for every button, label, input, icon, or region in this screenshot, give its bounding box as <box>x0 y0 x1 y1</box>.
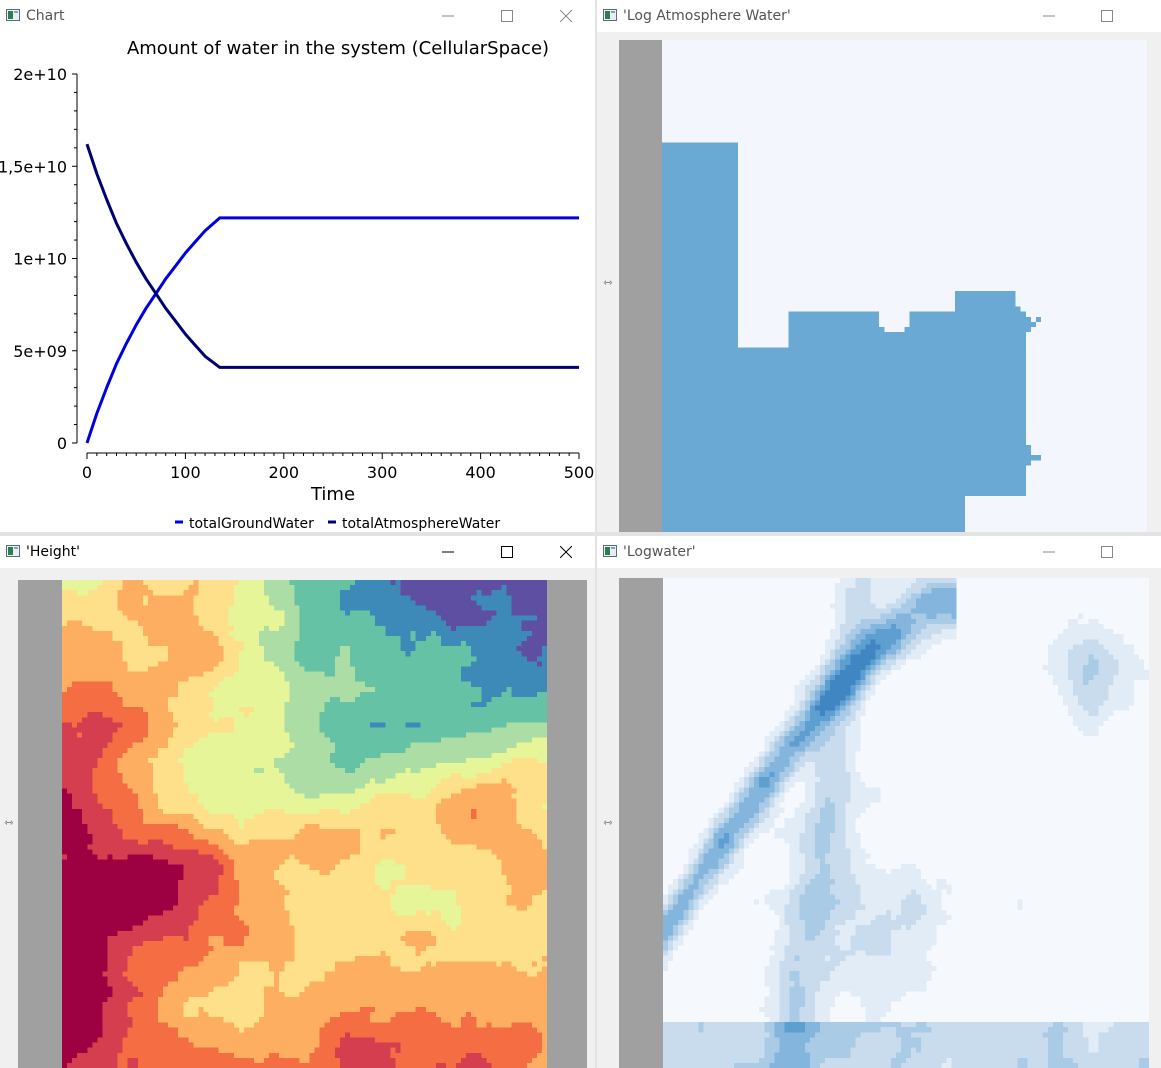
series-line-totalAtmosphereWater <box>85 143 579 369</box>
window-title: Chart <box>26 8 65 24</box>
x-tick-label: 0 <box>82 463 92 482</box>
maximize-button[interactable] <box>484 0 530 32</box>
splitter-handle-icon[interactable]: ⇿ <box>603 816 613 829</box>
minimize-icon <box>1043 15 1055 17</box>
maximize-button[interactable] <box>484 536 530 568</box>
map-view: ⇿ <box>0 568 595 1068</box>
y-tick-label: 2e+10 <box>13 65 67 84</box>
window-title: 'Logwater' <box>623 544 696 560</box>
logwater-titlebar[interactable]: 'Logwater' <box>597 536 1161 568</box>
logwater-window: 'Logwater' ⇿ <box>597 536 1161 1068</box>
close-button[interactable] <box>543 536 589 568</box>
minimize-button[interactable] <box>1026 0 1072 32</box>
minimize-button[interactable] <box>425 536 471 568</box>
minimize-button[interactable] <box>1026 536 1072 568</box>
maximize-button[interactable] <box>1084 536 1130 568</box>
x-tick-label: 100 <box>170 463 201 482</box>
maximize-button[interactable] <box>1084 0 1130 32</box>
window-app-icon <box>6 545 20 557</box>
map-gray-border <box>18 580 62 1068</box>
map-gray-border <box>547 580 587 1068</box>
splitter-handle-icon[interactable]: ⇿ <box>4 816 14 829</box>
log-atmosphere-window: 'Log Atmosphere Water' ⇿ <box>597 0 1161 532</box>
map-gray-border <box>1147 40 1161 532</box>
legend-label: totalAtmosphereWater <box>342 516 500 532</box>
maximize-icon <box>501 10 513 22</box>
log-atmosphere-titlebar[interactable]: 'Log Atmosphere Water' <box>597 0 1161 32</box>
series-line-totalGroundWater <box>85 216 579 444</box>
chart-title: Amount of water in the system (CellularS… <box>127 38 549 59</box>
chart-window: Chart Amount of water in the system (Cel… <box>0 0 595 532</box>
map-gray-border <box>619 578 663 1068</box>
map-view: ⇿ <box>597 568 1161 1068</box>
height-window: 'Height' ⇿ <box>0 536 595 1068</box>
maximize-icon <box>1101 10 1113 22</box>
log-atmosphere-map <box>662 40 1147 532</box>
minimize-icon <box>442 15 454 17</box>
legend-label: totalGroundWater <box>189 516 314 532</box>
close-icon <box>560 546 572 558</box>
window-app-icon <box>603 9 617 21</box>
window-app-icon <box>603 545 617 557</box>
y-tick-label: 0 <box>57 434 67 453</box>
y-tick-label: 5e+09 <box>13 342 67 361</box>
minimize-button[interactable] <box>425 0 471 32</box>
maximize-icon <box>1101 546 1113 558</box>
height-titlebar[interactable]: 'Height' <box>0 536 595 568</box>
x-tick-label: 500 <box>564 463 595 482</box>
maximize-icon <box>501 546 513 558</box>
map-view: ⇿ <box>597 32 1161 532</box>
close-icon <box>560 10 572 22</box>
y-tick-label: 1e+10 <box>13 250 67 269</box>
x-tick-label: 400 <box>465 463 496 482</box>
x-tick-label: 200 <box>269 463 300 482</box>
x-axis-label: Time <box>310 484 355 505</box>
x-tick-label: 300 <box>367 463 398 482</box>
water-chart: Amount of water in the system (CellularS… <box>0 38 595 532</box>
window-app-icon <box>6 9 20 21</box>
splitter-handle-icon[interactable]: ⇿ <box>603 276 613 289</box>
window-title: 'Height' <box>26 544 80 560</box>
horizontal-divider <box>0 532 1161 536</box>
window-title: 'Log Atmosphere Water' <box>623 8 791 24</box>
close-button[interactable] <box>543 0 589 32</box>
logwater-map <box>663 578 1149 1068</box>
map-gray-border <box>619 40 662 532</box>
height-map <box>62 580 547 1068</box>
map-gray-border <box>1149 578 1161 1068</box>
minimize-icon <box>442 551 454 553</box>
y-tick-label: 1,5e+10 <box>0 157 67 176</box>
chart-titlebar[interactable]: Chart <box>0 0 595 32</box>
minimize-icon <box>1043 551 1055 553</box>
